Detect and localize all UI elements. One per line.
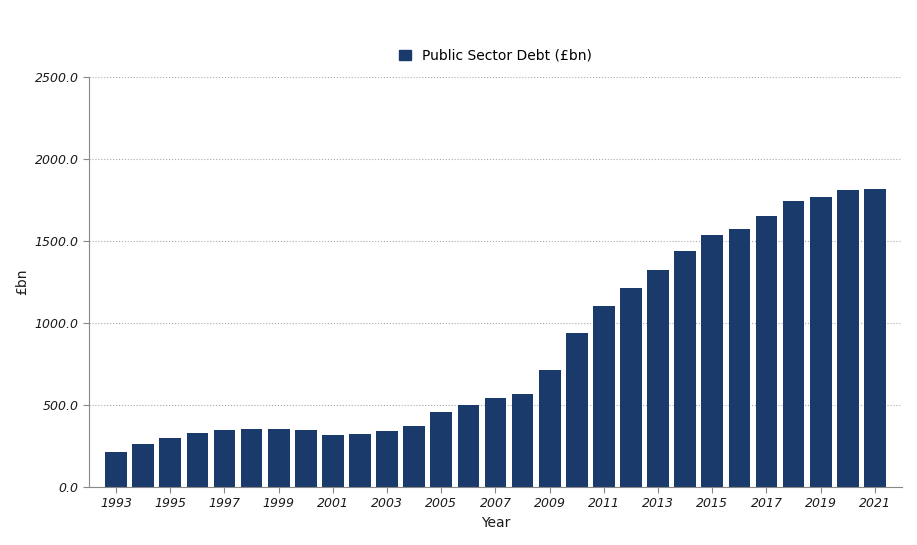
Bar xyxy=(566,333,588,487)
Bar xyxy=(458,405,480,487)
Bar xyxy=(376,431,398,487)
Bar xyxy=(512,395,534,487)
Bar xyxy=(430,411,452,487)
Bar xyxy=(674,251,696,487)
Bar xyxy=(593,306,614,487)
Bar xyxy=(539,370,560,487)
Bar xyxy=(322,435,344,487)
Bar xyxy=(295,429,316,487)
Bar xyxy=(160,438,182,487)
Bar xyxy=(403,426,425,487)
Bar xyxy=(105,452,127,487)
Bar xyxy=(214,431,236,487)
Bar xyxy=(268,429,290,487)
Legend: Public Sector Debt (£bn): Public Sector Debt (£bn) xyxy=(394,43,597,68)
Bar xyxy=(349,434,370,487)
Bar xyxy=(186,433,208,487)
X-axis label: Year: Year xyxy=(481,516,510,530)
Bar xyxy=(728,229,750,487)
Bar xyxy=(864,189,886,487)
Bar xyxy=(783,201,804,487)
Y-axis label: £bn: £bn xyxy=(15,269,29,295)
Bar xyxy=(132,444,154,487)
Bar xyxy=(756,216,778,487)
Bar xyxy=(647,270,668,487)
Bar xyxy=(485,398,506,487)
Bar xyxy=(241,429,262,487)
Bar xyxy=(620,288,642,487)
Bar xyxy=(837,190,858,487)
Bar xyxy=(702,235,724,487)
Bar xyxy=(810,197,832,487)
